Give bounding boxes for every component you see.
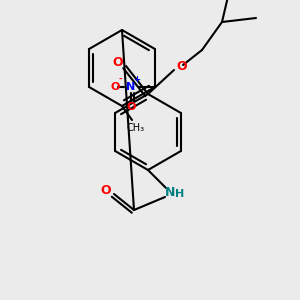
- Text: O: O: [126, 102, 136, 112]
- Text: O: O: [101, 184, 111, 196]
- Text: CH₃: CH₃: [127, 123, 145, 133]
- Text: N: N: [165, 185, 175, 199]
- Text: N: N: [126, 82, 136, 92]
- Text: O: O: [110, 82, 120, 92]
- Text: H: H: [176, 189, 184, 199]
- Text: -: -: [118, 74, 122, 83]
- Text: O: O: [113, 56, 123, 68]
- Text: +: +: [134, 74, 140, 83]
- Text: O: O: [177, 59, 187, 73]
